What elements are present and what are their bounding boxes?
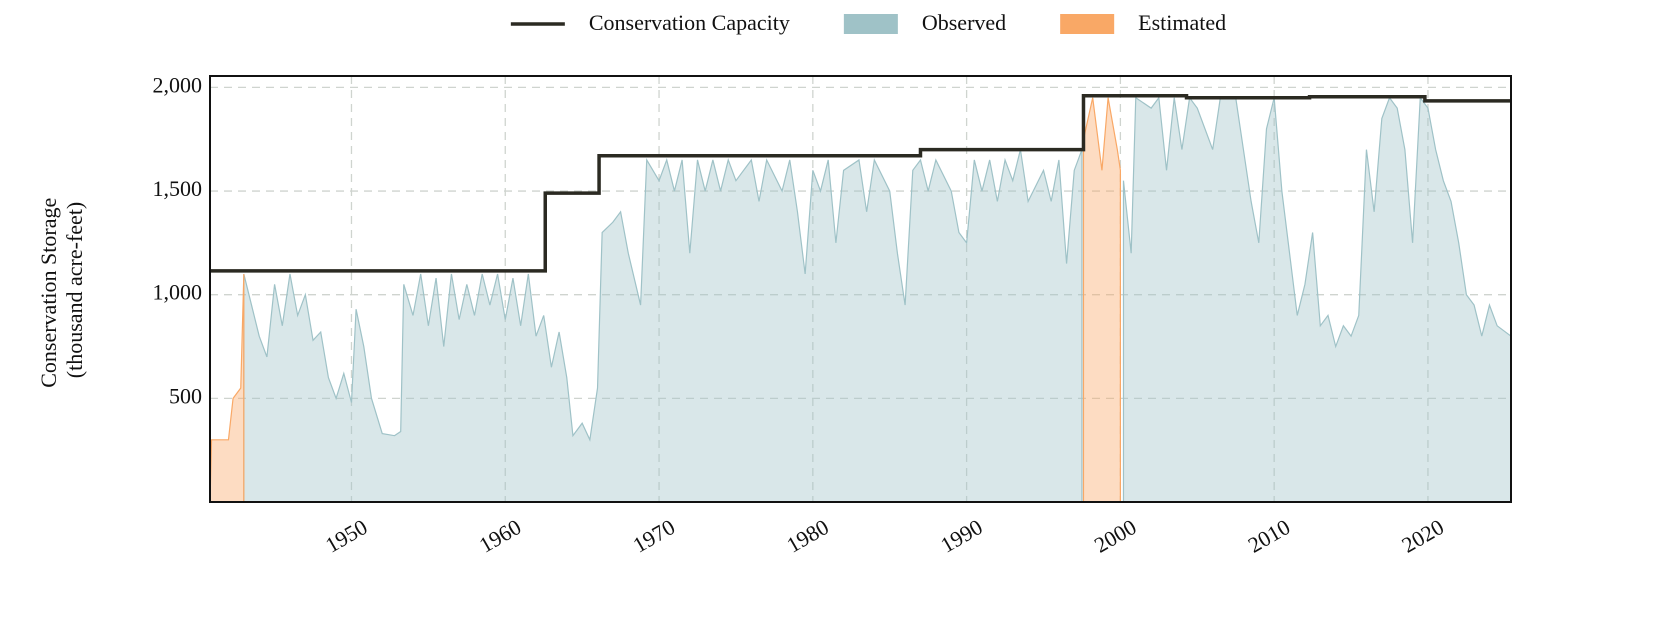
area [243, 96, 1512, 503]
x-tick-label: 2020 [1397, 514, 1448, 558]
y-tick-label: 1,500 [153, 176, 203, 201]
x-tick-label: 1950 [321, 514, 372, 558]
y-axis-label: Conservation Storage (thousand acre-feet… [36, 192, 87, 388]
x-tick-label: 2010 [1244, 514, 1295, 558]
legend-label: Estimated [1138, 10, 1226, 35]
area [209, 97, 1121, 503]
legend: Conservation Capacity Observed Estimated [510, 10, 1226, 35]
legend-swatch [843, 14, 898, 34]
y-axis-label-line: Conservation Storage [36, 198, 61, 388]
y-tick-label: 1,000 [153, 280, 203, 305]
legend-label: Observed [922, 10, 1006, 35]
x-tick-label: 2000 [1090, 514, 1141, 558]
x-tick-label: 1990 [936, 514, 987, 558]
legend-swatch [1060, 14, 1115, 34]
x-tick-label: 1960 [475, 514, 526, 558]
x-tick-label: 1970 [629, 514, 680, 558]
x-tick-label: 1980 [782, 514, 833, 558]
y-axis-label-line: (thousand acre-feet) [62, 202, 87, 379]
plot-frame [209, 75, 1512, 503]
y-tick-label: 2,000 [153, 72, 203, 97]
legend-label: Conservation Capacity [589, 10, 790, 35]
y-tick-label: 500 [169, 383, 202, 408]
step-line [210, 93, 1511, 273]
